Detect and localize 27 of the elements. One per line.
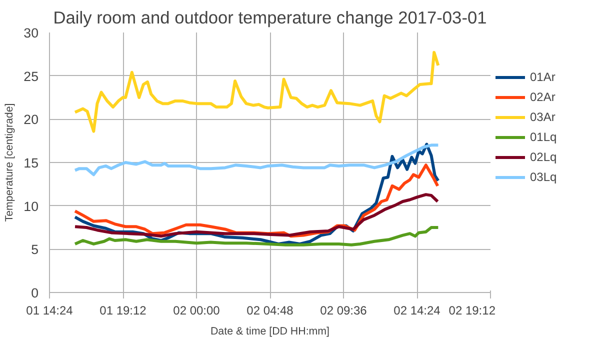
legend-label: 02Ar	[530, 90, 556, 104]
x-tick-label: 02 04:48	[246, 304, 294, 318]
y-tick-label: 0	[31, 286, 39, 300]
legend-label: 01Lq	[530, 130, 557, 144]
chart-title: Daily room and outdoor temperature change 2017-03-01	[53, 8, 487, 28]
y-axis-title: Temperature [centigrade]	[4, 103, 16, 222]
legend-label: 03Ar	[530, 110, 556, 124]
line-series	[74, 193, 440, 238]
x-tick-label: 02 14:24	[394, 304, 441, 318]
x-tick-label: 02 09:36	[320, 304, 368, 318]
legend-label: 01Ar	[530, 70, 556, 84]
line-series	[74, 226, 440, 246]
legend-label: 02Lq	[530, 150, 557, 164]
y-tick-label: 5	[31, 242, 39, 258]
y-tick-label: 30	[24, 26, 39, 40]
y-tick-label: 20	[24, 112, 39, 128]
legend-label: 03Lq	[530, 170, 557, 184]
x-tick-label: 01 14:24	[26, 304, 74, 318]
y-tick-label: 25	[24, 68, 39, 84]
y-tick-label: 10	[24, 198, 39, 214]
x-axis-title: Date & time [DD HH:mm]	[210, 326, 330, 338]
line-series	[74, 50, 440, 133]
x-tick-label: 02 00:00	[173, 304, 220, 318]
line-series	[74, 144, 440, 176]
y-tick-label: 15	[24, 156, 39, 170]
x-tick-label: 02 19:12	[448, 304, 496, 318]
x-tick-label: 01 19:12	[100, 304, 147, 318]
